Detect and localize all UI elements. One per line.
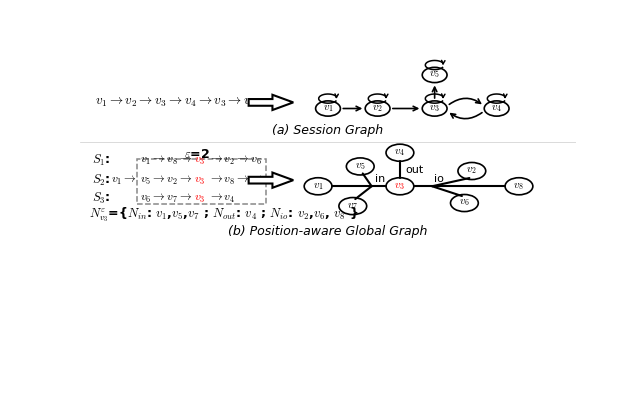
Text: $v_{5}$: $v_{5}$ [429, 70, 440, 80]
Text: $v_1{\rightarrow}v_2{\rightarrow}v_3{\rightarrow}v_4{\rightarrow}v_3{\rightarrow: $v_1{\rightarrow}v_2{\rightarrow}v_3{\ri… [95, 96, 256, 109]
Text: $\varepsilon$=2: $\varepsilon$=2 [184, 148, 209, 161]
Text: io: io [434, 174, 444, 184]
Text: $v_{1}$: $v_{1}$ [313, 181, 323, 192]
Text: $S_2$:: $S_2$: [92, 173, 111, 188]
Text: $v_1{\rightarrow}v_8{\rightarrow}$: $v_1{\rightarrow}v_8{\rightarrow}$ [140, 154, 192, 167]
Text: ${\rightarrow}v_6$: ${\rightarrow}v_6$ [249, 174, 276, 187]
Text: ${\rightarrow}v_2{\rightarrow}v_6$: ${\rightarrow}v_2{\rightarrow}v_6$ [208, 154, 262, 167]
Text: $v_{8}$: $v_{8}$ [513, 181, 524, 192]
Text: $v_1{\rightarrow}$: $v_1{\rightarrow}$ [111, 174, 137, 187]
Text: $v_{7}$: $v_{7}$ [348, 201, 358, 211]
Polygon shape [249, 173, 293, 188]
Text: $N_{v_3}^{\varepsilon}$={$N_{in}$: $v_1$,$v_5$,$v_7$ ; $N_{out}$: $v_4$ ; $N_{io: $N_{v_3}^{\varepsilon}$={$N_{in}$: $v_1$… [89, 205, 358, 224]
Polygon shape [249, 95, 293, 110]
Text: $v_5{\rightarrow}v_2{\rightarrow}$: $v_5{\rightarrow}v_2{\rightarrow}$ [140, 174, 192, 187]
Text: $v_3$: $v_3$ [194, 174, 205, 187]
Text: $v_{4}$: $v_{4}$ [491, 103, 502, 114]
Text: $v_3$: $v_3$ [194, 154, 205, 167]
Text: $v_{6}$: $v_{6}$ [459, 198, 470, 208]
Text: (b) Position-aware Global Graph: (b) Position-aware Global Graph [228, 225, 428, 238]
Text: $v_{5}$: $v_{5}$ [355, 161, 365, 172]
Text: $v_{1}$: $v_{1}$ [323, 103, 333, 114]
Text: $v_{2}$: $v_{2}$ [372, 103, 383, 114]
Text: in: in [374, 174, 385, 184]
Text: (a) Session Graph: (a) Session Graph [273, 124, 383, 137]
Text: $v_{2}$: $v_{2}$ [467, 166, 477, 177]
Text: $S_1$:: $S_1$: [92, 153, 111, 168]
Text: ${\rightarrow}v_4$: ${\rightarrow}v_4$ [208, 192, 236, 205]
Text: out: out [405, 165, 423, 175]
Text: $v_{3}$: $v_{3}$ [429, 103, 440, 114]
Text: $v_{3}$: $v_{3}$ [394, 181, 405, 192]
Bar [137, 160, 266, 204]
Text: $v_3$: $v_3$ [194, 192, 205, 205]
Text: $v_{4}$: $v_{4}$ [394, 147, 405, 158]
Text: ${\rightarrow}v_8{\rightarrow}v_2$: ${\rightarrow}v_8{\rightarrow}v_2$ [208, 174, 262, 187]
Text: $S_3$:: $S_3$: [92, 191, 111, 206]
Text: $v_6{\rightarrow}v_7{\rightarrow}$: $v_6{\rightarrow}v_7{\rightarrow}$ [140, 192, 192, 205]
